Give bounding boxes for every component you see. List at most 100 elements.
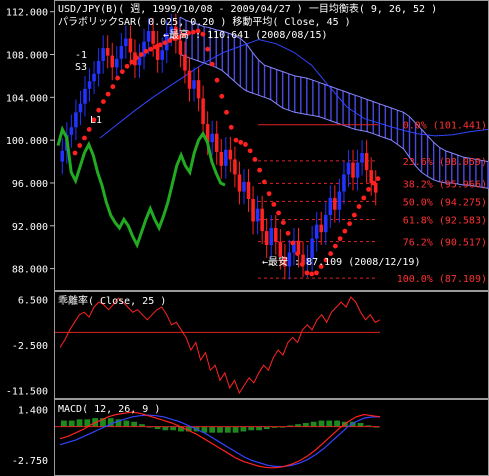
candle-body (305, 257, 310, 265)
main-y-tick-label: 108.000 (6, 51, 48, 62)
candle-body (69, 127, 74, 135)
macd-histogram-bar (115, 419, 122, 427)
parabolic-sar-dot (138, 52, 144, 57)
macd-histogram-bar (84, 419, 91, 427)
parabolic-sar-dot (309, 271, 315, 277)
parabolic-sar-dot (290, 240, 296, 246)
candle-body (224, 149, 228, 166)
candle-body (183, 54, 187, 71)
parabolic-sar-dot (332, 243, 338, 249)
candle-body (328, 197, 333, 216)
candle-body (205, 124, 210, 143)
parabolic-sar-dot (328, 251, 334, 257)
macd-histogram-bar (302, 422, 309, 427)
candle-body (255, 208, 260, 222)
parabolic-sar-dot (224, 109, 229, 115)
candle-body (115, 58, 119, 68)
signal-label: L1 (90, 115, 102, 126)
parabolic-sar-dot (167, 38, 173, 44)
macd-histogram-bar (365, 425, 372, 427)
macd-histogram-bar (209, 426, 216, 433)
ichimoku-cloud-upper (179, 16, 489, 163)
parabolic-sar-dot (375, 176, 381, 182)
parabolic-sar-dot (219, 93, 225, 99)
candle-body (137, 56, 142, 66)
macd-histogram-bar (310, 421, 317, 427)
parabolic-sar-dot (304, 270, 310, 276)
candle-body (337, 191, 342, 210)
parabolic-sar-dot (214, 77, 220, 83)
candle-body (301, 254, 305, 265)
parabolic-sar-dot (351, 212, 357, 218)
candle-body (78, 103, 83, 113)
main-y-tick-label: 104.000 (6, 93, 48, 104)
candle-body (192, 80, 196, 89)
indicator-legend: パラボリックSAR( 0.025, 0.20 ) 移動平均( Close, 45… (58, 15, 351, 28)
parabolic-sar-dot (347, 221, 352, 227)
candle-body (60, 150, 65, 162)
candle-body (287, 252, 292, 267)
candle-body (242, 181, 246, 192)
candle-body (92, 73, 96, 82)
candle-body (351, 162, 355, 178)
deviation-y-tick-label: -11.500 (6, 386, 48, 397)
macd-signal-line (59, 414, 380, 468)
candle-body (178, 40, 183, 55)
macd-histogram-bar (201, 426, 208, 433)
fibonacci-label: 0.0% (101.441) (403, 121, 487, 132)
ichimoku-cloud-lower (179, 54, 489, 189)
parabolic-sar-dot (271, 201, 277, 207)
macd-histogram-bar (248, 426, 255, 431)
candle-body (333, 197, 337, 210)
parabolic-sar-dot (247, 148, 253, 154)
macd-title: MACD( 12, 26, 9 ) (58, 404, 160, 415)
parabolic-sar-dot (205, 46, 210, 52)
macd-histogram-bar (232, 426, 239, 433)
candle-body (274, 227, 278, 242)
candle-body (246, 181, 251, 200)
macd-histogram-bar (318, 420, 325, 427)
candle-body (124, 38, 128, 46)
parabolic-sar-dot (209, 61, 215, 67)
low-annotation: ←最安 : 87.109 (2008/12/19) (262, 255, 420, 268)
macd-histogram-bar (263, 426, 270, 430)
parabolic-sar-dot (91, 117, 97, 123)
main-y-tick-label: 92.000 (12, 222, 48, 233)
macd-histogram-bar (185, 426, 192, 432)
candle-body (105, 48, 110, 56)
parabolic-sar-dot (276, 210, 281, 216)
candle-body (260, 208, 264, 232)
candle-body (196, 80, 201, 99)
parabolic-sar-dot (124, 63, 130, 69)
deviation-title: 乖離率( Close, 25 ) (58, 294, 166, 307)
parabolic-sar-dot (323, 257, 329, 263)
candle-body (360, 152, 364, 163)
macd-histogram-bar (271, 426, 278, 428)
parabolic-sar-dot (129, 59, 135, 65)
candle-body (110, 55, 115, 68)
macd-histogram-bar (357, 422, 364, 427)
macd-histogram-bar (287, 425, 294, 427)
moving-average-line (56, 125, 226, 249)
macd-histogram-bar (240, 426, 247, 432)
candle-body (355, 162, 360, 178)
candle-body (169, 26, 174, 34)
parabolic-sar-dot (181, 32, 187, 38)
fibonacci-label: 23.6% (98.059) (403, 157, 487, 168)
parabolic-sar-dot (110, 84, 116, 90)
candle-body (323, 215, 328, 233)
candle-body (364, 152, 369, 171)
candle-body (283, 256, 287, 267)
candle-body (146, 30, 151, 42)
parabolic-sar-dot (266, 191, 272, 197)
candle-body (96, 60, 101, 74)
macd-histogram-bar (170, 426, 177, 431)
candle-body (233, 159, 237, 175)
macd-histogram-bar (162, 426, 169, 431)
candle-body (201, 98, 205, 125)
parabolic-sar-dot (200, 31, 206, 37)
candle-body (83, 88, 87, 104)
parabolic-sar-dot (186, 30, 192, 36)
parabolic-sar-dot (361, 195, 367, 201)
candle-body (210, 133, 214, 143)
